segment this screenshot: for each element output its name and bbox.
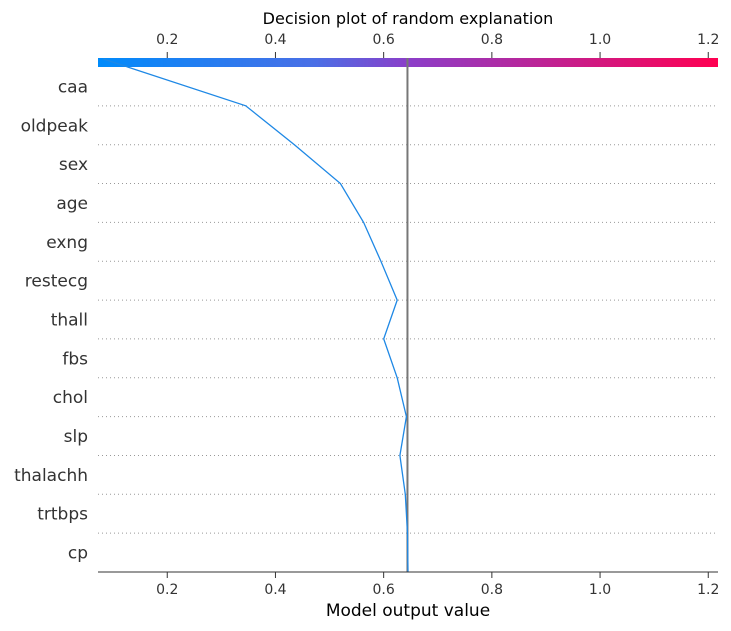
bottom-axis: 0.2 0.4 0.6 0.8 1.0 1.2 xyxy=(156,572,719,598)
top-tick-label: 0.6 xyxy=(373,32,395,48)
top-tick-label: 1.2 xyxy=(697,32,719,48)
feature-label-slp: slp xyxy=(64,427,88,447)
top-tick-label: 0.4 xyxy=(264,32,286,48)
feature-label-oldpeak: oldpeak xyxy=(21,116,89,136)
bottom-tick-label: 0.4 xyxy=(264,582,286,598)
feature-label-cp: cp xyxy=(68,544,88,564)
bottom-tick-label: 0.2 xyxy=(156,582,178,598)
feature-label-age: age xyxy=(56,194,88,214)
feature-label-trtbps: trtbps xyxy=(37,505,88,525)
feature-label-exng: exng xyxy=(46,233,88,253)
x-axis-label: Model output value xyxy=(326,601,490,621)
bottom-tick-label: 1.0 xyxy=(589,582,611,598)
feature-label-caa: caa xyxy=(58,77,88,97)
decision-path xyxy=(103,58,409,573)
feature-label-restecg: restecg xyxy=(25,272,88,292)
top-tick-label: 0.2 xyxy=(156,32,178,48)
top-tick-label: 0.8 xyxy=(481,32,503,48)
feature-labels: caa oldpeak sex age exng restecg thall fbs chol s… xyxy=(14,77,88,563)
bottom-tick-label: 0.8 xyxy=(481,582,503,598)
bottom-tick-label: 0.6 xyxy=(373,582,395,598)
feature-label-chol: chol xyxy=(53,388,88,408)
feature-label-thalachh: thalachh xyxy=(14,466,88,486)
feature-label-thall: thall xyxy=(51,311,88,331)
chart-title: Decision plot of random explanation xyxy=(263,9,554,28)
top-axis: 0.2 0.4 0.6 0.8 1.0 1.2 xyxy=(156,32,719,58)
feature-label-sex: sex xyxy=(59,155,88,175)
feature-label-fbs: fbs xyxy=(62,349,88,369)
bottom-tick-label: 1.2 xyxy=(697,582,719,598)
top-tick-label: 1.0 xyxy=(589,32,611,48)
gridlines xyxy=(98,105,718,534)
